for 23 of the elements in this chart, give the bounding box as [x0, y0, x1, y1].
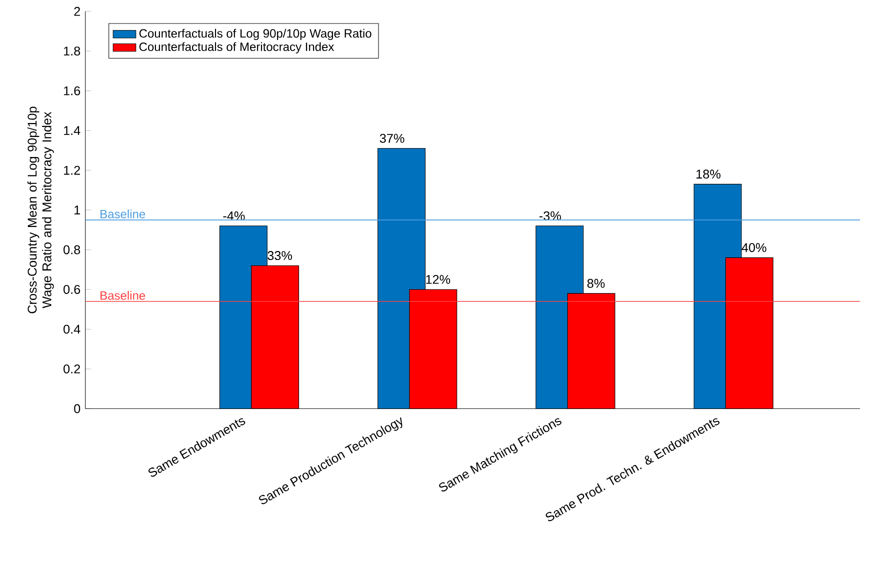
annotation: 40%: [742, 243, 766, 252]
ref-line-label: Baseline: [100, 290, 146, 300]
annotation: 33%: [268, 251, 292, 260]
y-tick-label: 0.4: [64, 324, 80, 334]
annotation: 37%: [380, 134, 404, 143]
annotation: 8%: [587, 278, 605, 288]
y-tick-label: 1.4: [64, 126, 80, 135]
y-tick-label: 0: [74, 404, 80, 414]
annotation: 12%: [426, 274, 450, 284]
y-tick-label: 0.8: [64, 245, 80, 254]
ref-line-label: Baseline: [100, 210, 146, 218]
annotation: -4%: [223, 211, 245, 220]
legend-label: Counterfactuals of Log 90p/10p Wage Ratio: [139, 28, 372, 40]
y-axis-title: Cross-Country Mean of Log 90p/10p Wage Ratio and Meritocracy Index: [27, 106, 54, 314]
y-tick-label: 0.2: [64, 364, 80, 374]
annotation: 18%: [696, 170, 720, 179]
legend-label: Counterfactuals of Meritocracy Index: [139, 42, 334, 54]
y-tick-label: 1.6: [64, 86, 80, 96]
y-tick-label: 1.2: [64, 166, 80, 175]
y-tick-label: 1: [74, 206, 80, 214]
y-tick-label: 2: [74, 6, 80, 16]
y-tick-label: 1.8: [64, 46, 80, 56]
y-tick-label: 0.6: [64, 284, 80, 294]
